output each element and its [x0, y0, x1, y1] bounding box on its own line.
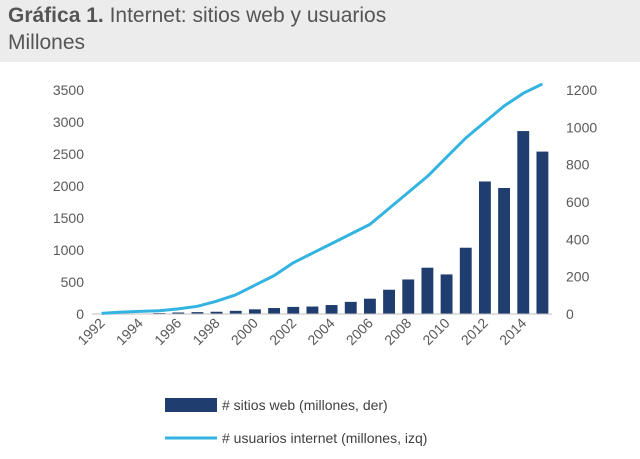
x-tick-label-2012: 2012	[458, 315, 491, 348]
left-tick-label: 2500	[53, 146, 84, 162]
right-tick-label: 200	[566, 269, 590, 285]
x-tick-label-1994: 1994	[113, 315, 146, 348]
x-tick-label-2004: 2004	[304, 315, 337, 348]
bar-2015	[536, 151, 549, 314]
bar-1997	[191, 312, 204, 314]
left-axis-ticks: 0 500 1000 1500 2000 2500 3000 3500	[53, 82, 84, 322]
x-tick-label-1996: 1996	[151, 315, 184, 348]
bar-2011	[459, 247, 472, 314]
right-axis-ticks: 0 200 400 600 800 1000 1200	[566, 82, 597, 322]
bar-series	[133, 131, 549, 314]
legend-line-label: # usuarios internet (millones, izq)	[222, 430, 427, 446]
left-tick-label: 3000	[53, 114, 84, 130]
bar-1998	[210, 311, 223, 314]
chart-header: Gráfica 1. Internet: sitios web y usuari…	[0, 0, 640, 62]
x-tick-label-1998: 1998	[189, 315, 222, 348]
x-tick-label-2006: 2006	[343, 315, 376, 348]
right-tick-label: 1000	[566, 119, 597, 135]
chart-title-text: Internet: sitios web y usuarios	[109, 4, 387, 27]
left-tick-label: 1500	[53, 210, 84, 226]
bar-2005	[344, 301, 357, 314]
left-tick-label: 500	[61, 274, 85, 290]
x-tick-label-2010: 2010	[419, 315, 452, 348]
x-tick-label-2008: 2008	[381, 315, 414, 348]
bar-2001	[268, 308, 281, 314]
bar-2009	[421, 267, 434, 314]
right-tick-label: 400	[566, 231, 590, 247]
left-tick-label: 0	[76, 306, 84, 322]
left-tick-label: 1000	[53, 242, 84, 258]
x-tick-label-2000: 2000	[228, 315, 261, 348]
chart-title: Gráfica 1. Internet: sitios web y usuari…	[8, 4, 386, 28]
bar-2002	[287, 306, 300, 314]
chart-title-prefix: Gráfica 1.	[8, 4, 104, 27]
bar-2006	[363, 298, 376, 314]
right-tick-label: 1200	[566, 82, 597, 98]
users-line	[101, 82, 544, 315]
x-axis-ticks: 1992 1994 1996 1998 2000 2002 2004 2006 2008 2010…	[74, 315, 529, 348]
bar-1996	[172, 312, 185, 314]
right-tick-label: 600	[566, 194, 590, 210]
bar-2012	[478, 181, 491, 314]
chart-subtitle: Millones	[8, 31, 86, 54]
right-tick-label: 800	[566, 157, 590, 173]
bar-2014	[517, 131, 530, 314]
legend-bar-swatch	[165, 398, 217, 412]
bar-2008	[402, 279, 415, 314]
bar-2004	[325, 305, 338, 314]
left-tick-label: 3500	[53, 82, 84, 98]
bar-1999	[229, 310, 242, 314]
left-tick-label: 2000	[53, 178, 84, 194]
x-tick-label-2014: 2014	[496, 315, 529, 348]
bar-2007	[383, 289, 396, 314]
bar-2003	[306, 306, 319, 314]
bar-2013	[498, 188, 511, 314]
legend: # sitios web (millones, der) # usuarios …	[165, 397, 427, 446]
right-tick-label: 0	[566, 306, 574, 322]
bar-2000	[248, 309, 261, 314]
x-tick-label-2002: 2002	[266, 315, 299, 348]
legend-bar-label: # sitios web (millones, der)	[222, 397, 388, 413]
bar-2010	[440, 274, 453, 314]
